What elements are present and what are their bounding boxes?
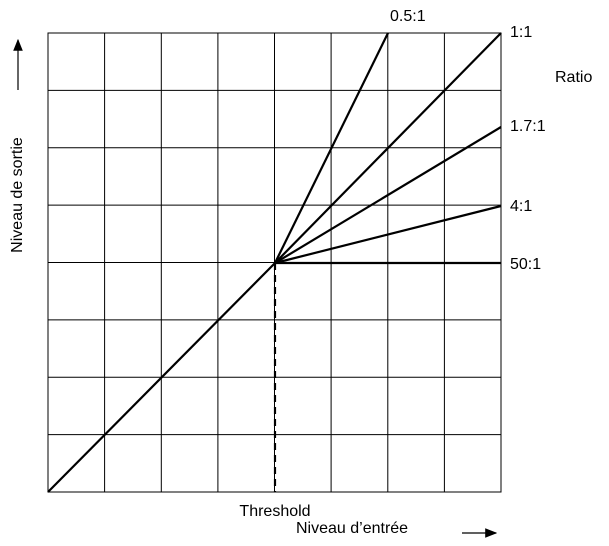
ratio-label: 1:1: [510, 24, 532, 41]
ratio-curves: [47, 32, 502, 493]
ratio-label: 50:1: [510, 256, 541, 273]
ratio-line: [274, 32, 502, 264]
ratio-label: 4:1: [510, 198, 532, 215]
ratio-line: [274, 32, 389, 264]
ratio-line: [274, 204, 502, 265]
y-axis-label: Niveau de sortie: [9, 137, 26, 253]
ratio-line: [274, 126, 502, 264]
threshold-label: Threshold: [239, 503, 310, 520]
ratio-label: 1.7:1: [510, 118, 546, 135]
x-axis-label: Niveau d’entrée: [296, 520, 408, 537]
ratio-title: Ratio: [555, 69, 592, 86]
linear-segment: [47, 262, 276, 493]
ratio-label: 0.5:1: [390, 8, 426, 25]
